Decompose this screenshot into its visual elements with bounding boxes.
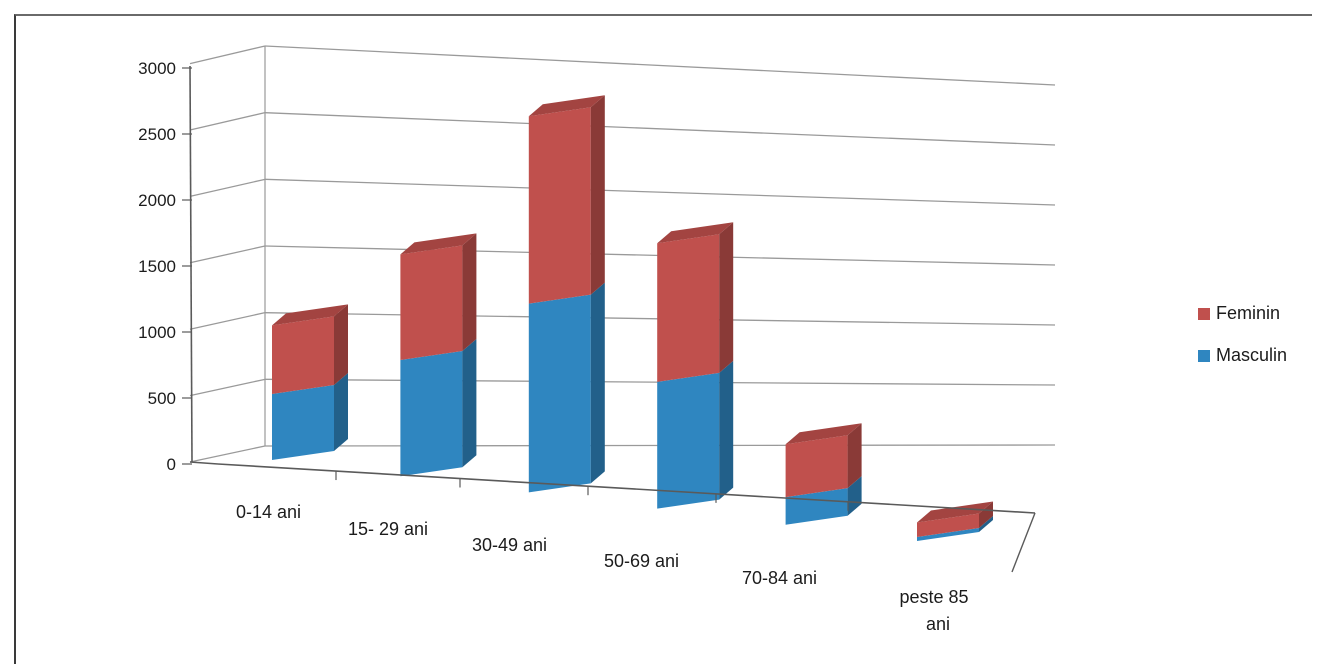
bar-front bbox=[785, 488, 848, 525]
bar-top-2 bbox=[528, 95, 605, 117]
bar-feminin-4 bbox=[785, 423, 862, 498]
bar-front bbox=[272, 385, 334, 460]
y-tick-label: 1500 bbox=[138, 257, 176, 276]
bar-side bbox=[334, 304, 348, 385]
x-tick-label: 15- 29 ani bbox=[348, 519, 428, 539]
y-tick-label: 2000 bbox=[138, 191, 176, 210]
gridline-back-5 bbox=[264, 112, 1056, 146]
gridline-left-4 bbox=[189, 178, 266, 198]
y-tick-label: 2500 bbox=[138, 125, 176, 144]
gridline-back-4 bbox=[264, 178, 1056, 206]
legend-label: Feminin bbox=[1216, 303, 1280, 323]
bar-feminin-0 bbox=[272, 304, 348, 394]
x-tick-label: ani bbox=[926, 614, 950, 634]
bar-front bbox=[528, 294, 591, 493]
bar-side bbox=[847, 476, 862, 516]
gridline-back-6 bbox=[264, 45, 1056, 86]
gridline-left-1 bbox=[189, 378, 266, 397]
bar-front bbox=[272, 316, 334, 394]
bar-side bbox=[719, 222, 734, 373]
bar-top-1 bbox=[400, 233, 477, 255]
x-tick-label: 0-14 ani bbox=[236, 502, 301, 522]
bar-masculin-2 bbox=[528, 282, 605, 493]
floor-left-edge bbox=[189, 461, 219, 465]
bar-front bbox=[657, 234, 720, 382]
bar-side bbox=[847, 423, 862, 489]
legend-label: Masculin bbox=[1216, 345, 1287, 365]
bar-feminin-2 bbox=[528, 95, 605, 304]
x-axis-line bbox=[217, 463, 1036, 514]
chart-frame bbox=[14, 14, 1312, 664]
floor-right-edge bbox=[1011, 512, 1036, 573]
bar-side bbox=[334, 373, 348, 451]
y-tick-label: 500 bbox=[148, 389, 176, 408]
bar-masculin-0 bbox=[272, 373, 348, 460]
x-tick-label: 50-69 ani bbox=[604, 551, 679, 571]
bar-front bbox=[528, 107, 591, 304]
bar-front bbox=[917, 513, 979, 537]
legend-swatch bbox=[1198, 350, 1210, 362]
bar-masculin-4 bbox=[785, 476, 862, 525]
x-tick-label: 30-49 ani bbox=[472, 535, 547, 555]
bar-top-3 bbox=[657, 222, 734, 244]
y-tick-label: 0 bbox=[167, 455, 176, 474]
legend-item-masculin: Masculin bbox=[1198, 345, 1287, 365]
gridline-left-2 bbox=[189, 312, 266, 330]
bar-top-5 bbox=[917, 501, 993, 523]
bar-side bbox=[590, 282, 605, 484]
bar-front bbox=[400, 351, 463, 477]
legend-swatch bbox=[1198, 308, 1210, 320]
bar-front bbox=[657, 372, 720, 509]
x-tick-label: peste 85 bbox=[899, 587, 968, 607]
bar-side bbox=[979, 516, 993, 532]
bar-front bbox=[400, 245, 463, 360]
gridline-left-6 bbox=[189, 45, 266, 65]
bar-side bbox=[462, 339, 477, 468]
legend-item-feminin: Feminin bbox=[1198, 303, 1280, 323]
bar-side bbox=[590, 95, 605, 295]
y-tick-label: 1000 bbox=[138, 323, 176, 342]
bar-masculin-3 bbox=[657, 360, 734, 509]
gridline-left-5 bbox=[189, 112, 266, 131]
bar-side bbox=[719, 360, 734, 500]
bar-feminin-3 bbox=[657, 222, 734, 382]
bar-side bbox=[462, 233, 477, 351]
gridline-left-3 bbox=[189, 245, 266, 264]
bar-side bbox=[979, 501, 993, 528]
bar-feminin-5 bbox=[917, 501, 993, 537]
y-axis-line bbox=[189, 65, 193, 463]
gridline-left-0 bbox=[189, 445, 266, 463]
x-tick-label: 70-84 ani bbox=[742, 568, 817, 588]
bar-front bbox=[917, 528, 979, 541]
bar-masculin-1 bbox=[400, 339, 477, 477]
y-tick-label: 3000 bbox=[138, 59, 176, 78]
bar-top-0 bbox=[272, 304, 348, 326]
bar-front bbox=[785, 435, 848, 498]
bar-top-4 bbox=[785, 423, 862, 445]
bar-feminin-1 bbox=[400, 233, 477, 360]
bar-masculin-5 bbox=[917, 516, 993, 541]
